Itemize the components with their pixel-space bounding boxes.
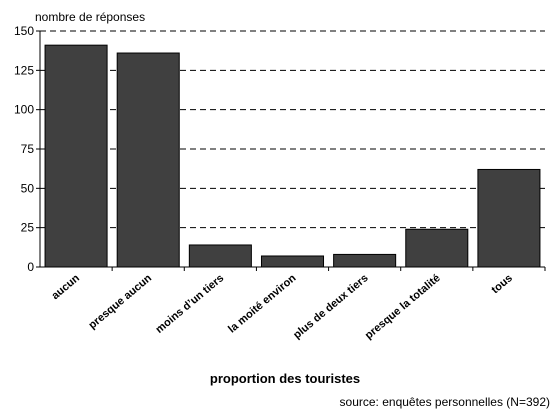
x-tick-label: presque la totalité (363, 272, 443, 342)
bar (477, 168, 541, 268)
x-tick-label: moins d’un tiers (153, 272, 226, 336)
y-tick-label: 150 (14, 24, 34, 38)
y-axis-label: nombre de réponses (35, 10, 145, 24)
bar (44, 44, 108, 268)
bar (188, 244, 252, 268)
y-tick-label: 50 (21, 181, 35, 195)
x-tick-label: la moité environ (226, 272, 299, 336)
source: source: enquêtes personnelles (N=392) (340, 395, 550, 409)
x-tick-label: presque aucun (86, 272, 154, 332)
x-axis-label: proportion des touristes (210, 371, 360, 386)
y-tick-label: 100 (14, 103, 34, 117)
bar (333, 253, 397, 268)
y-tick-label: 75 (21, 142, 35, 156)
bar (260, 255, 325, 268)
x-tick-label: tous (489, 272, 515, 296)
x-tick-label: aucun (49, 272, 82, 302)
y-tick-label: 0 (27, 260, 34, 274)
y-tick-label: 125 (14, 63, 34, 77)
bar (405, 228, 469, 268)
bar (116, 52, 180, 268)
x-tick-label: plus de deux tiers (291, 272, 370, 341)
y-tick-label: 25 (21, 221, 35, 235)
